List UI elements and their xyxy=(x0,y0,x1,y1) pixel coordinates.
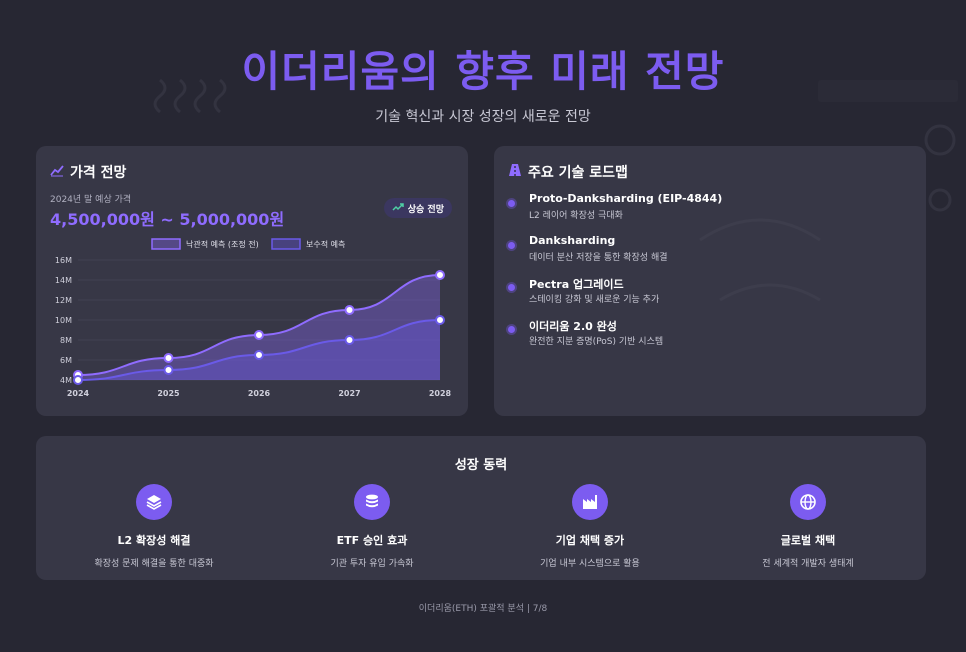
driver-title: ETF 승인 효과 xyxy=(336,534,408,547)
driver-title: 기업 채택 증가 xyxy=(555,534,625,547)
growth-card-title: 성장 동력 xyxy=(454,458,508,473)
road-icon xyxy=(508,163,522,181)
y-tick-label: 16M xyxy=(55,256,72,265)
roadmap-card-title: 주요 기술 로드맵 xyxy=(528,165,628,181)
roadmap-item-desc: 데이터 분산 저장을 통한 확장성 해결 xyxy=(529,253,668,263)
y-tick-label: 12M xyxy=(55,296,72,305)
data-point xyxy=(73,375,83,385)
x-tick-label: 2025 xyxy=(157,389,180,398)
y-tick-label: 14M xyxy=(55,276,72,285)
series-area xyxy=(78,275,440,380)
layers-icon xyxy=(136,484,172,520)
roadmap-item-title: Proto-Danksharding (EIP-4844) xyxy=(529,192,723,205)
growth-driver: ETF 승인 효과 기관 투자 유입 가속화 xyxy=(272,484,472,569)
driver-desc: 확장성 문제 해결을 통한 대중화 xyxy=(94,559,214,569)
globe-icon xyxy=(790,484,826,520)
factory-icon xyxy=(572,484,608,520)
price-forecast-card: 가격 전망 2024년 말 예상 가격 4,500,000원 ~ 5,000,0… xyxy=(36,146,468,416)
x-tick-label: 2024 xyxy=(67,389,90,398)
data-point xyxy=(254,350,264,360)
price-card-header: 가격 전망 xyxy=(50,162,126,182)
growth-driver: 글로벌 채택 전 세계적 개발자 생태계 xyxy=(708,484,908,569)
legend-swatch xyxy=(151,238,181,250)
roadmap-item-desc: 완전한 지분 증명(PoS) 기반 시스템 xyxy=(529,337,664,347)
data-point xyxy=(344,305,355,315)
roadmap-dot xyxy=(508,242,515,249)
roadmap-dot xyxy=(508,200,515,207)
driver-desc: 기관 투자 유입 가속화 xyxy=(330,559,414,569)
legend-label: 낙관적 예측 (조정 전) xyxy=(186,239,259,249)
legend-label: 보수적 예측 xyxy=(306,239,345,249)
legend-swatch xyxy=(271,238,301,250)
roadmap-item-title: Danksharding xyxy=(529,234,616,247)
roadmap-item-title: Pectra 업그레이드 xyxy=(529,278,624,291)
chart-line-icon xyxy=(50,163,64,181)
roadmap-item-title: 이더리움 2.0 완성 xyxy=(529,320,617,333)
data-point xyxy=(163,365,174,375)
growth-driver: 기업 채택 증가 기업 내부 시스템으로 활용 xyxy=(490,484,690,569)
data-point xyxy=(435,315,445,325)
y-tick-label: 8M xyxy=(60,336,72,345)
page-subtitle: 기술 혁신과 시장 성장의 새로운 전망 xyxy=(375,109,591,125)
trend-up-icon xyxy=(392,202,404,215)
roadmap-card-header: 주요 기술 로드맵 xyxy=(508,162,628,182)
growth-driver: L2 확장성 해결 확장성 문제 해결을 통한 대중화 xyxy=(54,484,254,569)
data-point xyxy=(435,270,445,280)
data-point xyxy=(254,330,264,340)
page-footer: 이더리움(ETH) 포괄적 분석 | 7/8 xyxy=(418,604,548,614)
trend-badge: 상승 전망 xyxy=(383,198,452,218)
driver-desc: 기업 내부 시스템으로 활용 xyxy=(540,559,640,569)
driver-desc: 전 세계적 개발자 생태계 xyxy=(762,559,854,569)
driver-title: 글로벌 채택 xyxy=(780,534,836,547)
price-forecast-chart: 4M 6M 8M 10M 12M 14M 16M 2024 2025 2026 2027 2028 낙관… xyxy=(55,238,452,398)
price-sub-label: 2024년 말 예상 가격 xyxy=(50,195,132,205)
roadmap-item-desc: L2 레이어 확장성 극대화 xyxy=(529,211,623,221)
x-tick-label: 2027 xyxy=(338,389,360,398)
coins-icon xyxy=(354,484,390,520)
x-tick-label: 2026 xyxy=(248,389,271,398)
roadmap-dot xyxy=(508,284,515,291)
price-card-title: 가격 전망 xyxy=(70,165,127,181)
y-tick-label: 10M xyxy=(55,316,72,325)
series-area xyxy=(78,320,440,380)
page-title: 이더리움의 향후 미래 전망 xyxy=(241,47,725,96)
y-tick-label: 6M xyxy=(60,356,72,365)
data-point xyxy=(344,335,355,345)
roadmap-dot xyxy=(508,326,515,333)
trend-badge-label: 상승 전망 xyxy=(407,204,444,215)
y-tick-label: 4M xyxy=(60,376,72,385)
x-tick-label: 2028 xyxy=(429,389,452,398)
growth-drivers-card: 성장 동력 L2 확장성 해결 확장성 문제 해결을 통한 대중화 ETF 승인… xyxy=(36,436,926,580)
price-range: 4,500,000원 ~ 5,000,000원 xyxy=(50,210,285,229)
data-point xyxy=(163,353,174,363)
tech-roadmap-card: 주요 기술 로드맵 Proto-Danksharding (EIP-4844) … xyxy=(494,146,926,416)
roadmap-item-desc: 스테이킹 강화 및 새로운 기능 추가 xyxy=(529,295,660,305)
driver-title: L2 확장성 해결 xyxy=(117,534,191,547)
